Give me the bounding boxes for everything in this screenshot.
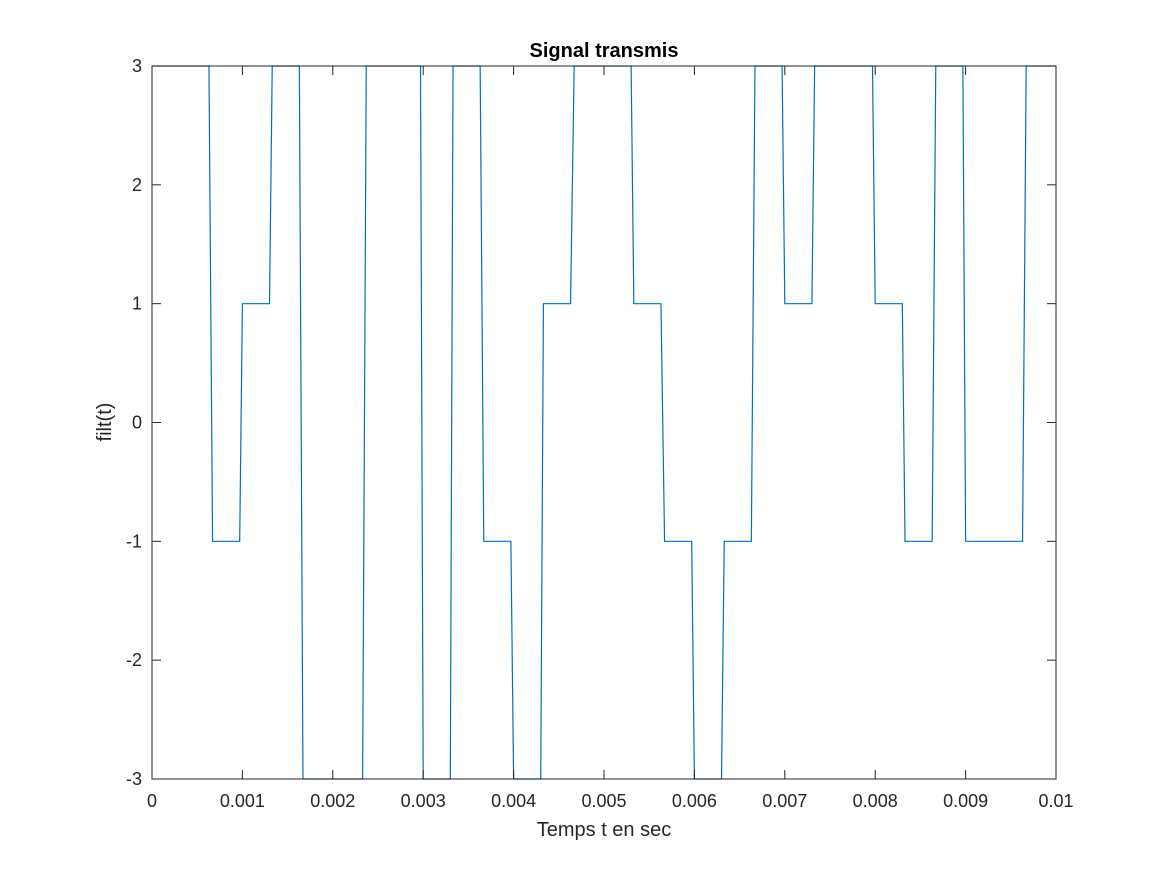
x-tick-label: 0.01 — [1038, 791, 1073, 811]
x-tick-label: 0.003 — [401, 791, 446, 811]
y-axis: -3 -2 -1 0 1 2 3 — [126, 56, 1056, 789]
y-tick-label: 3 — [132, 56, 142, 76]
x-tick-label: 0.001 — [220, 791, 265, 811]
x-axis: 0 0.001 0.002 0.003 0.004 0.005 0.006 0.007 0.00… — [147, 66, 1074, 811]
y-tick-label: 1 — [132, 294, 142, 314]
y-axis-label: filt(t) — [94, 403, 116, 442]
y-tick-label: -1 — [126, 531, 142, 551]
x-tick-label: 0 — [147, 791, 157, 811]
plot-area — [152, 66, 1056, 779]
x-tick-label: 0.007 — [762, 791, 807, 811]
y-tick-label: 2 — [132, 175, 142, 195]
series-line-0 — [152, 65, 1056, 780]
x-tick-label: 0.008 — [853, 791, 898, 811]
y-tick-label: -3 — [126, 769, 142, 789]
x-tick-label: 0.004 — [491, 791, 536, 811]
y-tick-label: 0 — [132, 413, 142, 433]
x-tick-label: 0.005 — [581, 791, 626, 811]
x-tick-label: 0.006 — [672, 791, 717, 811]
x-axis-label: Temps t en sec — [537, 819, 672, 841]
x-tick-label: 0.009 — [943, 791, 988, 811]
series-layer — [152, 65, 1056, 780]
y-tick-label: -2 — [126, 650, 142, 670]
chart-title: Signal transmis — [530, 40, 679, 62]
x-tick-label: 0.002 — [310, 791, 355, 811]
